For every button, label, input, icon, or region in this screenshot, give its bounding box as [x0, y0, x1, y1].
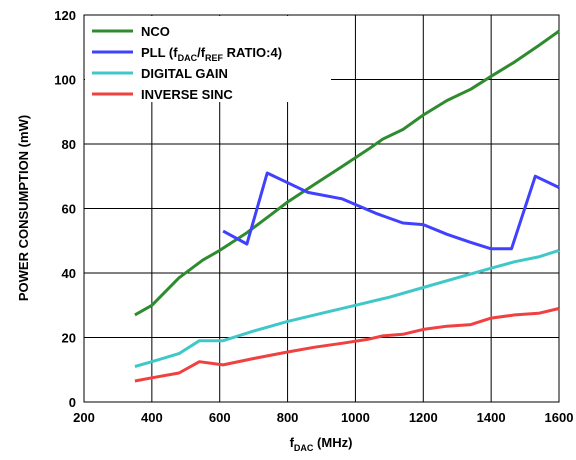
x-tick-label: 1000 — [341, 410, 370, 425]
y-axis-title: POWER CONSUMPTION (mW) — [16, 115, 31, 301]
series-line-3 — [134, 307, 560, 383]
x-tick-label: 600 — [209, 410, 231, 425]
legend-label: NCO — [141, 24, 170, 39]
y-tick-label: 60 — [62, 202, 76, 217]
x-axis-ticks: 200 400 600 800 1000 1200 1400 1600 — [73, 410, 573, 425]
y-tick-label: 40 — [62, 266, 76, 281]
series-line-1 — [222, 171, 560, 251]
legend-label: PLL (fDAC/fREF RATIO:4) — [141, 45, 282, 63]
x-tick-label: 200 — [73, 410, 95, 425]
y-tick-label: 0 — [69, 395, 76, 410]
series-line-0 — [134, 29, 560, 317]
y-tick-label: 80 — [62, 137, 76, 152]
y-tick-label: 20 — [62, 331, 76, 346]
y-tick-label: 100 — [54, 73, 76, 88]
x-axis-title: fDAC (MHz) — [290, 435, 353, 453]
legend-label: DIGITAL GAIN — [141, 66, 228, 81]
series-lines — [134, 29, 560, 383]
x-tick-label: 1400 — [477, 410, 506, 425]
x-tick-label: 1600 — [545, 410, 574, 425]
legend: NCO PLL (fDAC/fREF RATIO:4) DIGITAL GAIN IN… — [92, 24, 282, 102]
y-tick-label: 120 — [54, 8, 76, 23]
y-axis-ticks: 0 20 40 60 80 100 120 — [54, 8, 76, 410]
series-line-2 — [134, 248, 560, 368]
x-tick-label: 800 — [277, 410, 299, 425]
legend-label: INVERSE SINC — [141, 87, 233, 102]
x-tick-label: 1200 — [409, 410, 438, 425]
x-tick-label: 400 — [141, 410, 163, 425]
